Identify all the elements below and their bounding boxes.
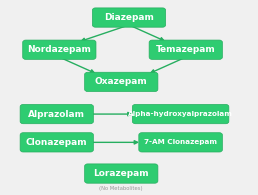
FancyBboxPatch shape (20, 105, 93, 124)
FancyBboxPatch shape (92, 8, 166, 27)
Text: Alpha-hydroxyalprazolam: Alpha-hydroxyalprazolam (128, 111, 233, 117)
Text: 7-AM Clonazepam: 7-AM Clonazepam (144, 139, 217, 145)
Text: Lorazepam: Lorazepam (93, 169, 149, 178)
Text: Alprazolam: Alprazolam (28, 110, 85, 119)
FancyBboxPatch shape (85, 72, 158, 92)
Text: Temazepam: Temazepam (156, 45, 216, 54)
FancyBboxPatch shape (132, 105, 229, 124)
FancyBboxPatch shape (23, 40, 96, 59)
FancyBboxPatch shape (85, 164, 158, 183)
Text: Clonazepam: Clonazepam (26, 138, 87, 147)
Text: Nordazepam: Nordazepam (27, 45, 91, 54)
FancyBboxPatch shape (139, 133, 222, 152)
Text: Diazepam: Diazepam (104, 13, 154, 22)
FancyBboxPatch shape (149, 40, 222, 59)
Text: Oxazepam: Oxazepam (95, 77, 148, 86)
FancyBboxPatch shape (20, 133, 93, 152)
Text: (No Metabolites): (No Metabolites) (99, 186, 143, 191)
